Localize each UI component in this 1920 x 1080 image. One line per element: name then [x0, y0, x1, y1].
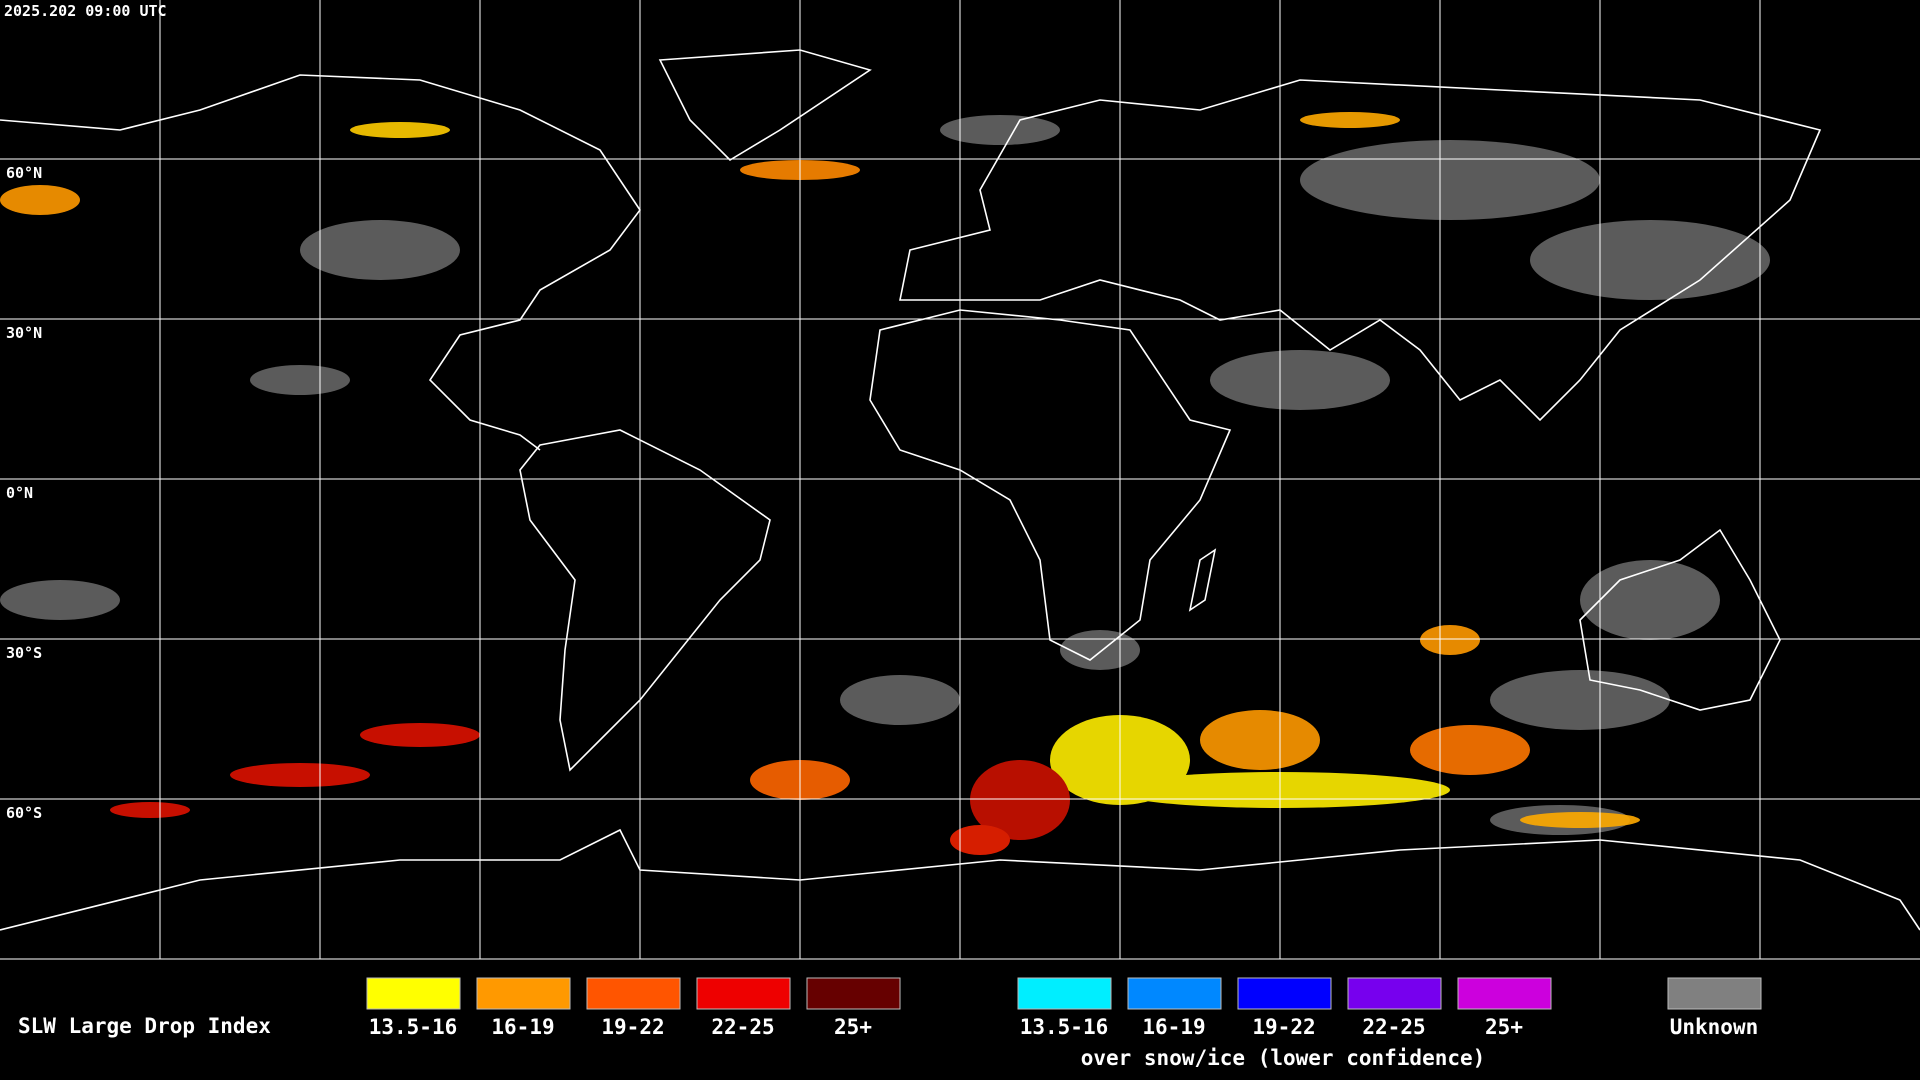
- legend-label: 19-22: [1252, 1015, 1315, 1039]
- legend-label: 25+: [834, 1015, 872, 1039]
- legend-label: 22-25: [1362, 1015, 1425, 1039]
- legend-label: 19-22: [601, 1015, 664, 1039]
- legend-label: 13.5-16: [1020, 1015, 1109, 1039]
- legend-label: 22-25: [711, 1015, 774, 1039]
- legend-title: SLW Large Drop Index: [18, 1014, 271, 1038]
- latitude-label: 60°N: [6, 164, 42, 182]
- latitude-label: 0°N: [6, 484, 33, 502]
- legend: SLW Large Drop Index 13.5-16 16-19 19-22 22…: [18, 977, 1762, 1070]
- legend-swatch: [1017, 977, 1112, 1010]
- legend-swatch: [1667, 977, 1762, 1010]
- legend-label: 16-19: [1142, 1015, 1205, 1039]
- legend-swatch: [806, 977, 901, 1010]
- legend-swatch: [1237, 977, 1332, 1010]
- coastlines: [0, 49, 1920, 931]
- legend-swatch: [586, 977, 681, 1010]
- legend-swatch: [1457, 977, 1552, 1010]
- legend-swatch: [1127, 977, 1222, 1010]
- timestamp: 2025.202 09:00 UTC: [4, 2, 167, 20]
- graticule: [0, 0, 1920, 960]
- latitude-label: 60°S: [6, 804, 42, 822]
- legend-swatch: [696, 977, 791, 1010]
- legend-label: 25+: [1485, 1015, 1523, 1039]
- legend-caption: over snow/ice (lower confidence): [1081, 1046, 1486, 1070]
- latitude-label: 30°S: [6, 644, 42, 662]
- legend-swatch: [366, 977, 461, 1010]
- legend-swatch: [1347, 977, 1442, 1010]
- latitude-labels: 60°N 30°N 0°N 30°S 60°S: [6, 164, 42, 822]
- legend-label: 16-19: [491, 1015, 554, 1039]
- legend-label: Unknown: [1670, 1015, 1759, 1039]
- latitude-label: 30°N: [6, 324, 42, 342]
- legend-label: 13.5-16: [369, 1015, 458, 1039]
- legend-swatch: [476, 977, 571, 1010]
